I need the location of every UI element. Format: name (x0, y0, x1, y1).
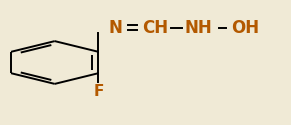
Text: N: N (108, 19, 122, 37)
Text: CH: CH (143, 19, 169, 37)
Text: NH: NH (185, 19, 213, 37)
Text: F: F (93, 84, 104, 99)
Text: OH: OH (231, 19, 259, 37)
